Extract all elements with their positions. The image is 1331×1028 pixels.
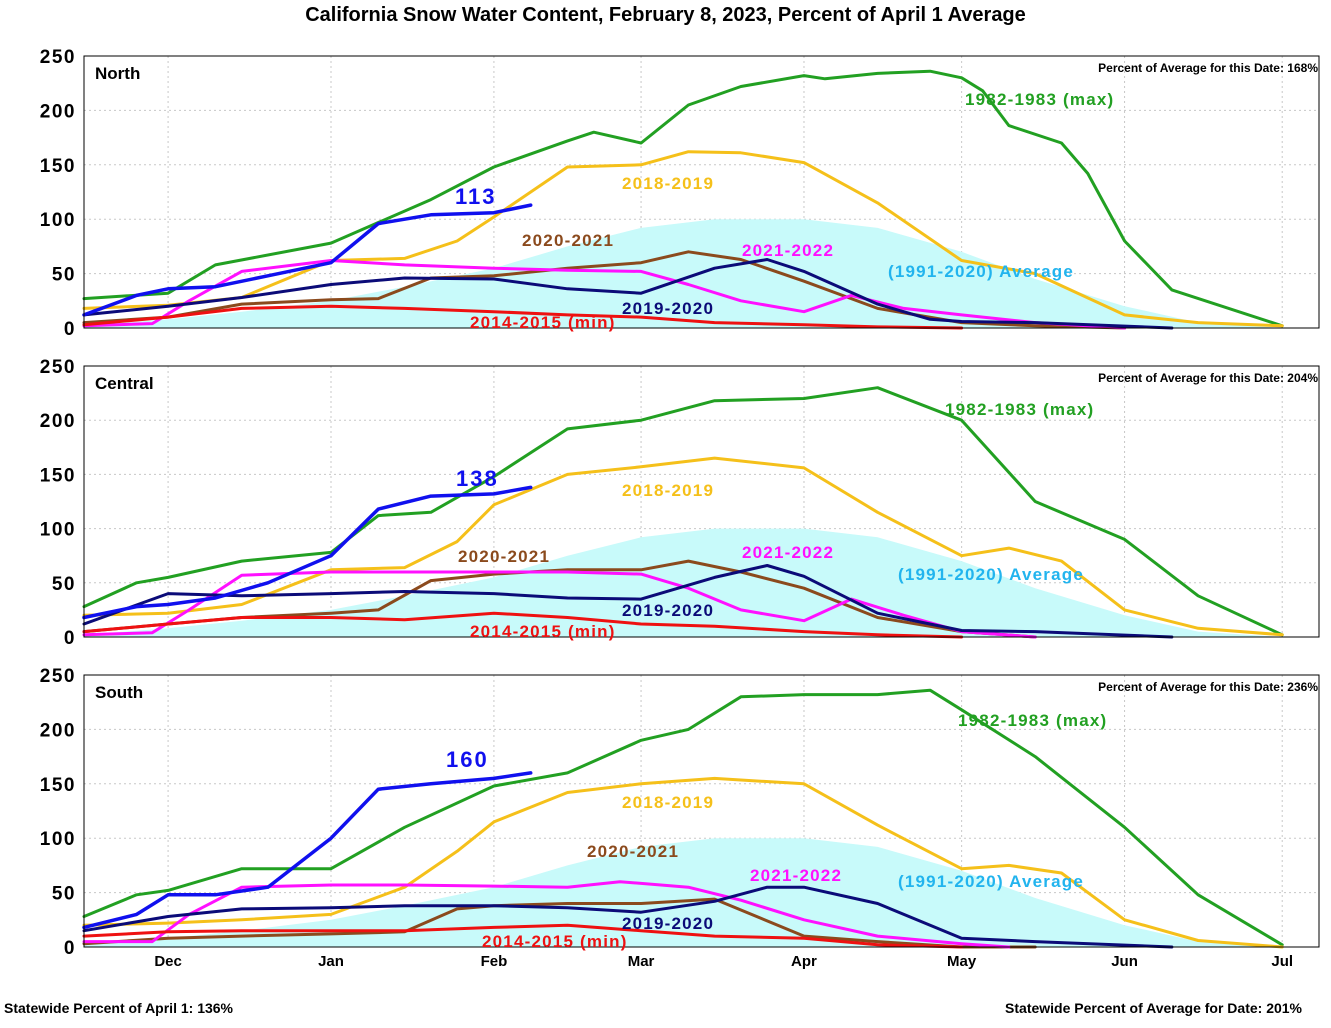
x-tick-label: Jul xyxy=(1271,953,1293,970)
series-max-line xyxy=(82,688,1284,947)
chart-title: California Snow Water Content, February … xyxy=(305,4,1026,26)
series-label-max: 1982-1983 (max) xyxy=(945,400,1094,419)
series-label-min: 2014-2015 (min) xyxy=(470,622,616,641)
y-tick-label: 0 xyxy=(64,319,76,340)
y-tick-label: 200 xyxy=(40,411,76,432)
y-tick-label: 50 xyxy=(52,574,76,595)
series-label-y2020: 2020-2021 xyxy=(587,842,679,861)
y-tick-label: 200 xyxy=(40,101,76,122)
series-label-y2020: 2020-2021 xyxy=(522,231,614,250)
y-tick-label: 250 xyxy=(40,47,76,68)
current-value-label: 138 xyxy=(456,466,499,491)
series-label-min: 2014-2015 (min) xyxy=(470,313,616,332)
series-label-y2019: 2019-2020 xyxy=(622,601,714,620)
series-average-area xyxy=(84,838,1283,947)
x-tick-label: May xyxy=(947,953,977,970)
y-tick-label: 0 xyxy=(64,938,76,959)
series-min-line xyxy=(82,304,964,330)
y-tick-label: 50 xyxy=(52,265,76,286)
series-y2019-line xyxy=(82,885,1174,949)
x-tick-label: Mar xyxy=(628,953,655,970)
y-tick-label: 200 xyxy=(40,720,76,741)
series-y2019-line xyxy=(82,258,1174,330)
plot-frame xyxy=(83,674,1320,948)
region-label: Central xyxy=(95,374,154,393)
current-value-label: 160 xyxy=(446,747,489,772)
series-label-average: (1991-2020) Average xyxy=(898,872,1084,891)
series-y2020-line xyxy=(82,897,1037,949)
series-label-average: (1991-2020) Average xyxy=(888,262,1074,281)
series-min-line xyxy=(82,923,964,949)
date-percent-note: Percent of Average for this Date: 236% xyxy=(1098,680,1318,694)
series-label-y2018: 2018-2019 xyxy=(622,174,714,193)
series-y2018-line xyxy=(82,456,1284,637)
series-label-max: 1982-1983 (max) xyxy=(958,711,1107,730)
series-label-y2019: 2019-2020 xyxy=(622,299,714,318)
series-label-y2021: 2021-2022 xyxy=(742,241,834,260)
statewide-date-footer: Statewide Percent of Average for Date: 2… xyxy=(1005,1000,1302,1016)
series-label-min: 2014-2015 (min) xyxy=(482,932,628,951)
series-average-area xyxy=(84,219,1283,328)
y-tick-label: 250 xyxy=(40,666,76,687)
region-label: North xyxy=(95,64,140,83)
y-tick-label: 50 xyxy=(52,884,76,905)
series-label-y2021: 2021-2022 xyxy=(742,543,834,562)
series-average-area xyxy=(84,528,1283,637)
x-tick-label: Feb xyxy=(481,953,508,970)
x-tick-label: Jun xyxy=(1111,953,1138,970)
series-max-line xyxy=(82,69,1284,328)
plot-frame xyxy=(83,55,1320,329)
series-y2019-line xyxy=(82,564,1174,639)
y-tick-label: 250 xyxy=(40,357,76,378)
x-tick-label: Jan xyxy=(318,953,344,970)
region-label: South xyxy=(95,683,143,702)
y-tick-label: 150 xyxy=(40,465,76,486)
series-label-y2018: 2018-2019 xyxy=(622,481,714,500)
series-label-y2020: 2020-2021 xyxy=(458,547,550,566)
series-current-line xyxy=(82,771,533,930)
series-y2021-line xyxy=(82,880,1011,949)
series-label-max: 1982-1983 (max) xyxy=(965,90,1114,109)
panel-north: 0 50 100 150 200 250 North Percent of Average f… xyxy=(40,47,1320,340)
date-percent-note: Percent of Average for this Date: 168% xyxy=(1098,61,1318,75)
y-tick-label: 150 xyxy=(40,775,76,796)
statewide-april1-footer: Statewide Percent of April 1: 136% xyxy=(4,1000,233,1016)
series-current-line xyxy=(82,485,533,620)
current-value-label: 113 xyxy=(455,184,497,209)
panel-central: 0 50 100 150 200 250 Central Percent of Average… xyxy=(40,357,1320,649)
series-label-y2018: 2018-2019 xyxy=(622,793,714,812)
plot-frame xyxy=(83,365,1320,638)
date-percent-note: Percent of Average for this Date: 204% xyxy=(1098,371,1318,385)
y-tick-label: 150 xyxy=(40,156,76,177)
series-max-line xyxy=(82,386,1284,637)
x-tick-label: Apr xyxy=(791,953,817,970)
y-tick-label: 100 xyxy=(40,520,76,541)
y-tick-label: 0 xyxy=(64,628,76,649)
series-y2021-line xyxy=(82,259,1127,330)
series-label-y2019: 2019-2020 xyxy=(622,914,714,933)
series-y2021-line xyxy=(82,570,1037,639)
series-min-line xyxy=(82,611,964,639)
x-tick-label: Dec xyxy=(154,953,182,970)
y-tick-label: 100 xyxy=(40,829,76,850)
series-label-average: (1991-2020) Average xyxy=(898,565,1084,584)
y-tick-label: 100 xyxy=(40,210,76,231)
series-y2018-line xyxy=(82,776,1284,949)
series-label-y2021: 2021-2022 xyxy=(750,866,842,885)
series-current-line xyxy=(82,203,533,317)
panel-south: 0 50 100 150 200 250 Dec Jan Feb Mar Apr May Jun Jul S… xyxy=(40,666,1320,970)
